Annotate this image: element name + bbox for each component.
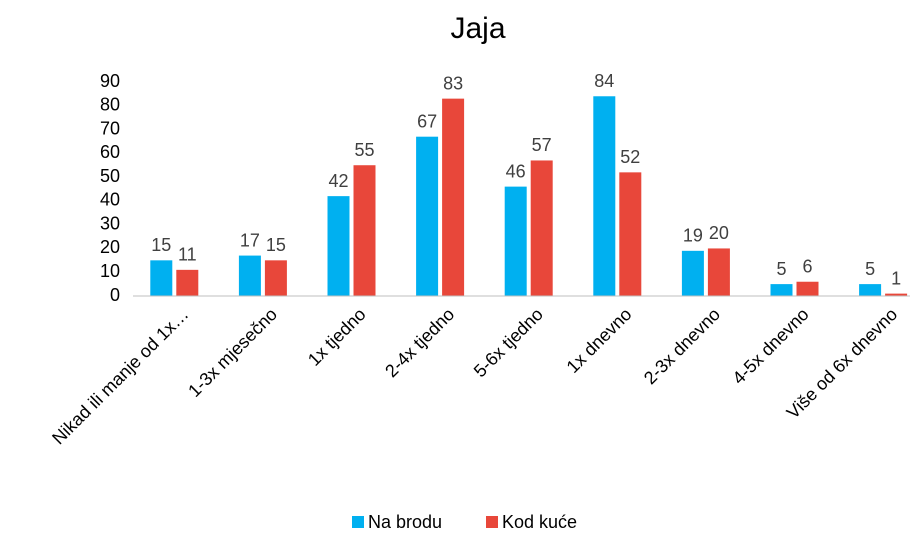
data-label: 84 bbox=[594, 71, 614, 91]
legend-swatch bbox=[352, 516, 364, 528]
legend-swatch bbox=[486, 516, 498, 528]
bar bbox=[150, 260, 173, 296]
data-label: 5 bbox=[776, 259, 786, 279]
data-label: 17 bbox=[240, 230, 260, 250]
bar bbox=[504, 186, 527, 296]
data-label: 19 bbox=[683, 226, 703, 246]
x-tick-label: 4-5x dnevno bbox=[728, 304, 812, 388]
data-label: 55 bbox=[354, 140, 374, 160]
bar bbox=[327, 196, 350, 296]
y-tick-label: 10 bbox=[100, 261, 120, 281]
bar bbox=[442, 98, 465, 297]
y-tick-label: 40 bbox=[100, 190, 120, 210]
bar bbox=[707, 248, 730, 296]
data-label: 15 bbox=[266, 235, 286, 255]
bar bbox=[353, 165, 376, 296]
data-label: 57 bbox=[532, 135, 552, 155]
bar bbox=[238, 255, 261, 296]
data-label: 6 bbox=[802, 256, 812, 276]
y-tick-label: 50 bbox=[100, 166, 120, 186]
y-tick-label: 60 bbox=[100, 142, 120, 162]
data-label: 5 bbox=[865, 259, 875, 279]
data-label: 67 bbox=[417, 111, 437, 131]
x-tick-label: 2-3x dnevno bbox=[640, 304, 724, 388]
x-tick-label: 2-4x tjedno bbox=[381, 304, 458, 381]
bar bbox=[681, 250, 704, 296]
bar bbox=[416, 136, 439, 296]
data-label: 11 bbox=[178, 245, 197, 265]
y-tick-label: 90 bbox=[100, 71, 120, 91]
data-label: 1 bbox=[891, 268, 901, 288]
bar bbox=[619, 172, 642, 296]
bar bbox=[530, 160, 553, 296]
legend-label: Kod kuće bbox=[502, 512, 577, 532]
legend-label: Na brodu bbox=[368, 512, 442, 532]
data-label: 83 bbox=[443, 73, 463, 93]
bar bbox=[593, 96, 616, 297]
bar bbox=[859, 284, 882, 296]
data-label: 42 bbox=[328, 171, 348, 191]
x-tick-label: 1x dnevno bbox=[563, 304, 636, 377]
bar bbox=[796, 281, 819, 296]
y-tick-label: 0 bbox=[110, 285, 120, 305]
bar bbox=[176, 269, 199, 296]
x-tick-label: 1x tjedno bbox=[304, 304, 370, 370]
bar bbox=[770, 284, 793, 296]
bar bbox=[885, 293, 908, 296]
data-label: 20 bbox=[709, 223, 729, 243]
x-tick-label: 5-6x tjedno bbox=[470, 304, 547, 381]
data-label: 15 bbox=[151, 235, 171, 255]
y-tick-label: 30 bbox=[100, 213, 120, 233]
y-tick-label: 80 bbox=[100, 95, 120, 115]
chart-title: Jaja bbox=[450, 12, 505, 45]
data-label: 46 bbox=[506, 161, 526, 181]
data-label: 52 bbox=[620, 147, 640, 167]
y-tick-label: 20 bbox=[100, 237, 120, 257]
x-tick-label: 1-3x mjesečno bbox=[184, 304, 281, 401]
bar bbox=[264, 260, 287, 296]
y-tick-label: 70 bbox=[100, 118, 120, 138]
x-tick-label: Nikad ili manje od 1x… bbox=[48, 304, 192, 448]
